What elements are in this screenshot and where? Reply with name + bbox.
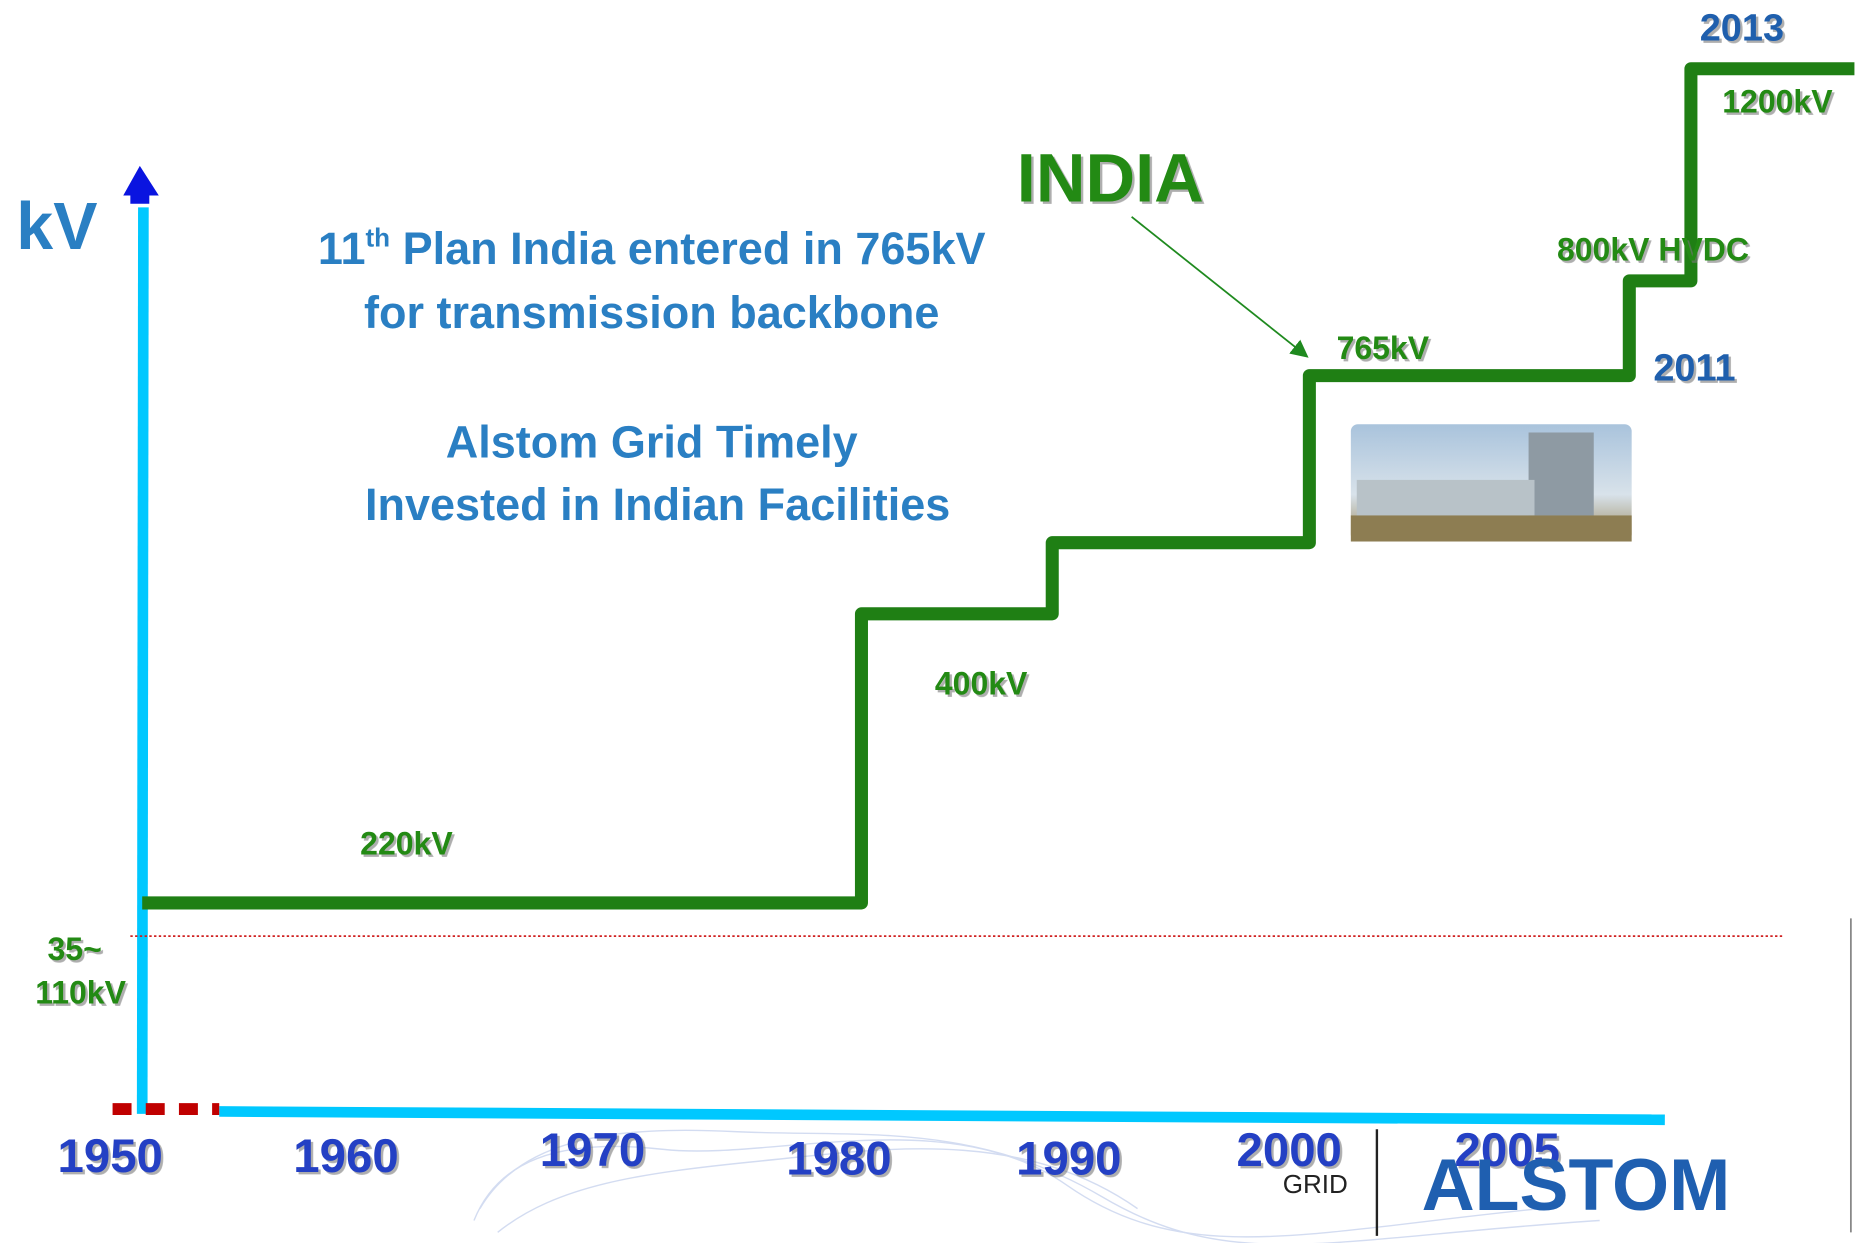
year-label: 1970 (540, 1124, 645, 1177)
y-axis-arrow (123, 166, 159, 204)
year-label: 1980 (786, 1132, 891, 1185)
year-annotation: 2013 (1700, 7, 1784, 49)
axis-label: kV (16, 190, 97, 264)
x-axis (219, 1111, 1665, 1119)
voltage-label: 800kV HVDC (1557, 232, 1749, 268)
slide: kV 11th Plan India entered in 765kV for … (0, 0, 1858, 1243)
voltage-label: 220kV (360, 825, 453, 861)
headline-number: 11 (318, 223, 366, 274)
logo-sub: GRID (1283, 1169, 1348, 1199)
year-label: 1950 (58, 1130, 163, 1183)
headline-text: Plan India entered in 765kV (390, 223, 985, 274)
year-annotation: 2011 (1653, 347, 1735, 389)
year-label: 1990 (1016, 1132, 1121, 1185)
voltage-label: 1200kV (1722, 84, 1833, 120)
subhead-line: Invested in Indian Facilities (365, 479, 950, 530)
year-label: 1960 (293, 1130, 398, 1183)
voltage-label: 110kV (35, 975, 126, 1011)
subhead-line: Alstom Grid Timely (446, 416, 858, 467)
voltage-label: 35~ (48, 931, 102, 967)
headline-line: for transmission backbone (364, 287, 939, 338)
voltage-label: 765kV (1337, 330, 1430, 366)
y-axis (142, 207, 143, 1113)
voltage-label: 400kV (935, 665, 1028, 701)
callout-arrow (1132, 217, 1306, 356)
page: kV 11th Plan India entered in 765kV for … (0, 0, 1858, 1243)
callout: INDIA (1017, 139, 1204, 216)
logo-brand: ALSTOM (1422, 1143, 1731, 1226)
facility-photo (1351, 424, 1632, 541)
headline-suffix: th (366, 222, 391, 252)
headline-line: 11th Plan India entered in 765kV (318, 222, 986, 274)
